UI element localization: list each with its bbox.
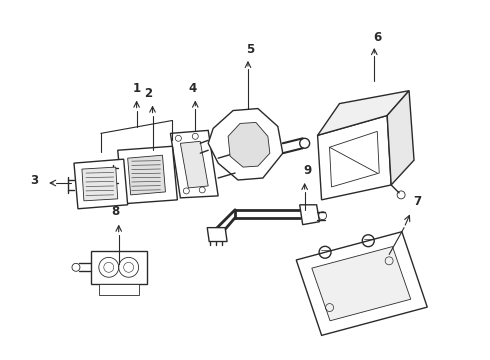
Text: 6: 6 bbox=[373, 31, 381, 44]
Polygon shape bbox=[296, 232, 427, 336]
Text: 4: 4 bbox=[188, 82, 196, 95]
Polygon shape bbox=[74, 159, 128, 209]
Polygon shape bbox=[387, 91, 414, 185]
Text: 9: 9 bbox=[303, 163, 312, 176]
Text: 8: 8 bbox=[112, 205, 120, 218]
Polygon shape bbox=[128, 155, 166, 195]
Polygon shape bbox=[118, 146, 177, 204]
Polygon shape bbox=[318, 116, 391, 200]
Polygon shape bbox=[99, 284, 139, 295]
Polygon shape bbox=[180, 141, 208, 188]
Polygon shape bbox=[171, 130, 218, 198]
Text: 5: 5 bbox=[246, 42, 254, 55]
Polygon shape bbox=[312, 247, 411, 321]
Text: 2: 2 bbox=[145, 87, 152, 100]
Text: 7: 7 bbox=[413, 195, 421, 208]
Polygon shape bbox=[91, 251, 147, 284]
Polygon shape bbox=[207, 228, 227, 242]
Text: 3: 3 bbox=[30, 174, 38, 186]
Polygon shape bbox=[208, 109, 283, 180]
Polygon shape bbox=[82, 167, 118, 201]
Polygon shape bbox=[228, 122, 270, 167]
Text: 1: 1 bbox=[133, 82, 141, 95]
Polygon shape bbox=[318, 91, 409, 135]
Polygon shape bbox=[300, 205, 319, 225]
Polygon shape bbox=[329, 131, 379, 187]
